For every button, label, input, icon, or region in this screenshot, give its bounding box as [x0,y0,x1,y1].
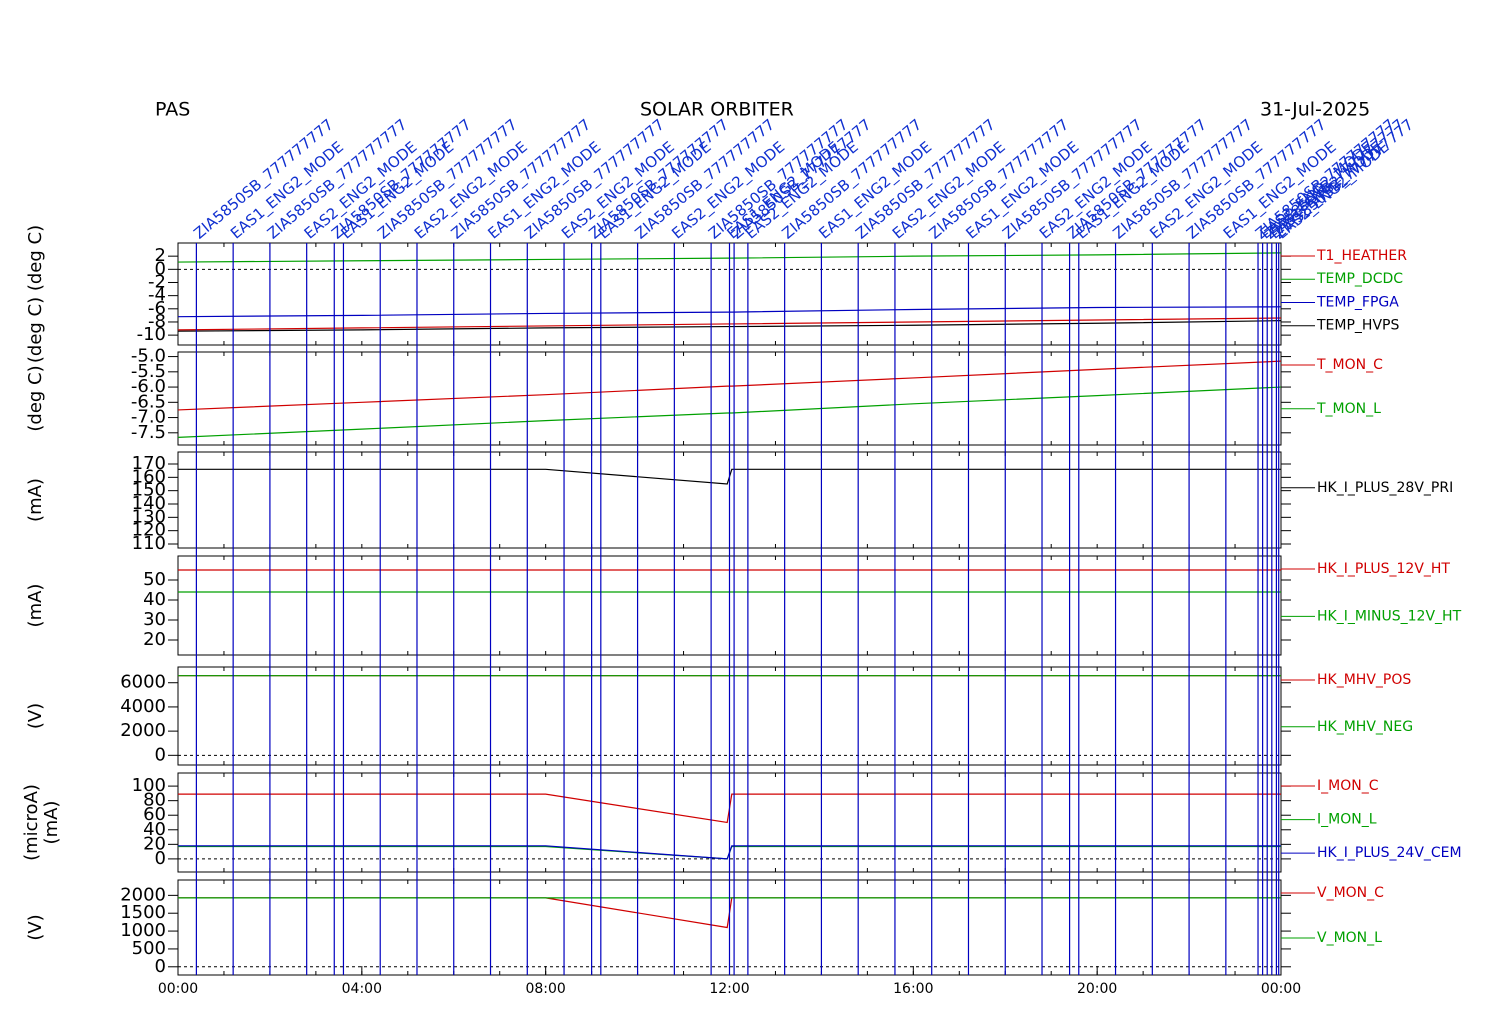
y-tick-label: 50 [143,569,166,590]
y-tick-label: 120 [132,520,166,541]
y-tick-label: 6000 [120,672,166,693]
legend-label: TEMP_DCDC [1316,271,1403,287]
y-axis-label: (mA) [25,478,46,522]
y-tick-label: 140 [132,493,166,514]
y-tick-label: 110 [132,533,166,554]
x-tick-label: 00:00 [1261,981,1301,997]
y-tick-label: -6 [148,298,166,319]
y-axis-label: (mA) [41,801,62,845]
y-tick-label: 2000 [120,720,166,741]
legend-label: V_MON_C [1317,885,1384,901]
legend-label: TEMP_HVPS [1316,318,1399,334]
x-tick-label: 12:00 [709,981,749,997]
y-tick-label: 100 [132,775,166,796]
y-axis-label: (V) [25,914,46,940]
y-tick-label: 40 [143,589,166,610]
legend-label: T_MON_L [1316,401,1381,417]
y-tick-label: -5.0 [131,346,166,367]
y-axis-label: (deg C) [25,365,46,431]
x-tick-label: 04:00 [342,981,382,997]
y-tick-label: 30 [143,609,166,630]
y-tick-label: 130 [132,506,166,527]
legend-label: I_MON_L [1317,812,1377,828]
legend-label: V_MON_L [1317,930,1382,946]
y-tick-label: -6.0 [131,376,166,397]
y-tick-label: 0 [155,258,166,279]
y-tick-label: 1000 [120,920,166,941]
y-tick-label: -7.5 [131,422,166,443]
y-tick-label: 150 [132,480,166,501]
y-tick-label: -6.5 [131,391,166,412]
instrument: PAS [155,99,190,121]
date: 31-Jul-2025 [1260,99,1370,121]
legend-label: TEMP_FPGA [1316,294,1399,310]
y-tick-label: 0 [155,956,166,977]
x-tick-label: 08:00 [525,981,565,997]
y-axis-label: (microA) [21,784,42,861]
legend-label: HK_MHV_POS [1317,672,1411,688]
y-tick-label: -7.0 [131,407,166,428]
x-tick-label: 16:00 [893,981,933,997]
y-tick-label: 80 [143,790,166,811]
y-tick-label: 40 [143,819,166,840]
x-tick-label: 20:00 [1077,981,1117,997]
legend-label: HK_I_PLUS_28V_PRI [1317,480,1453,496]
legend-label: HK_I_PLUS_12V_HT [1317,561,1450,577]
legend-label: HK_I_MINUS_12V_HT [1317,608,1462,624]
y-tick-label: 170 [132,453,166,474]
y-tick-label: -2 [148,271,166,292]
y-tick-label: -10 [137,324,166,345]
y-tick-label: 60 [143,804,166,825]
y-axis-label: (mA) [25,584,46,628]
y-axis-label: (V) [25,703,46,729]
mission: SOLAR ORBITER [640,99,794,121]
y-axis-label: (deg C) (deg C) [25,225,46,363]
y-tick-label: 500 [132,938,166,959]
legend-label: T_MON_C [1316,357,1383,373]
y-tick-label: 160 [132,466,166,487]
y-tick-label: 2 [155,245,166,266]
y-tick-label: 20 [143,833,166,854]
y-tick-label: 20 [143,629,166,650]
y-tick-label: -5.5 [131,361,166,382]
legend-label: I_MON_C [1317,778,1379,794]
x-tick-label: 00:00 [158,981,198,997]
legend-label: HK_MHV_NEG [1317,719,1413,735]
y-tick-label: -8 [148,311,166,332]
y-tick-label: 0 [155,848,166,869]
y-tick-label: 2000 [120,884,166,905]
legend-label: T1_HEATHER [1316,248,1407,264]
y-tick-label: -4 [148,285,166,306]
y-tick-label: 4000 [120,696,166,717]
legend-label: HK_I_PLUS_24V_CEM [1317,845,1462,861]
y-tick-label: 0 [155,744,166,765]
y-tick-label: 1500 [120,902,166,923]
